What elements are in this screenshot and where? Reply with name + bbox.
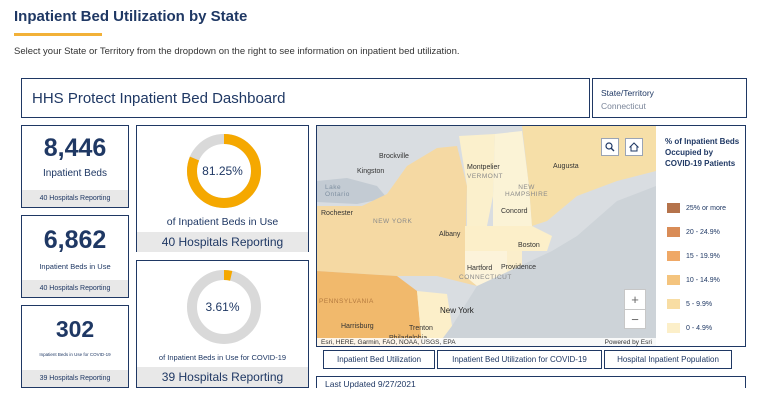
- stat-label: Inpatient Beds: [43, 168, 107, 179]
- stat-label: Inpatient Beds in Use: [39, 262, 111, 271]
- map-label-harrisburg: Harrisburg: [341, 323, 374, 330]
- tab-inpatient-bed-utilization[interactable]: Inpatient Bed Utilization: [323, 350, 435, 369]
- map-label-boston: Boston: [518, 242, 540, 249]
- region-pennsylvania: [317, 271, 422, 346]
- state-selector-label: State/Territory: [601, 88, 654, 98]
- stat-value: 8,446: [43, 134, 107, 162]
- map-attribution: Esri, HERE, Garmin, FAO, NOAA, USGS, EPA…: [317, 338, 656, 346]
- legend-label: 25% or more: [686, 204, 727, 212]
- dashboard-title: HHS Protect Inpatient Bed Dashboard: [32, 90, 286, 107]
- donut-label: of Inpatient Beds in Use: [166, 216, 279, 228]
- legend-swatch: [667, 323, 680, 333]
- dashboard-header: HHS Protect Inpatient Bed Dashboard: [21, 78, 590, 118]
- map-label-augusta: Augusta: [553, 163, 579, 170]
- map-label-new-york-city: New York: [440, 306, 474, 315]
- legend-label: 0 - 4.9%: [686, 324, 713, 332]
- legend-item: 15 - 19.9%: [667, 251, 720, 261]
- donut-label: of Inpatient Beds in Use for COVID-19: [158, 353, 287, 362]
- legend-item: 25% or more: [667, 203, 726, 213]
- legend-label: 15 - 19.9%: [686, 252, 720, 260]
- map-search-button[interactable]: [601, 138, 619, 156]
- attribution-sources: Esri, HERE, Garmin, FAO, NOAA, USGS, EPA: [321, 339, 456, 346]
- region-new-york: [317, 146, 477, 286]
- legend-swatch: [667, 299, 680, 309]
- stat-value: 302: [55, 316, 95, 342]
- region-vermont: [459, 134, 495, 226]
- map-legend: % of Inpatient Beds Occupied by COVID-19…: [657, 126, 745, 346]
- legend-item: 20 - 24.9%: [667, 227, 720, 237]
- ocean: [437, 186, 656, 346]
- stat-footer: 39 Hospitals Reporting: [22, 370, 128, 387]
- map-label-lake-ontario: Lake Ontario: [325, 184, 350, 198]
- page-title: Inpatient Bed Utilization by State: [14, 8, 248, 25]
- stat-card-beds-in-use: 6,862 Inpatient Beds in Use 40 Hospitals…: [21, 215, 129, 298]
- tab-inpatient-bed-utilization-covid[interactable]: Inpatient Bed Utilization for COVID-19: [437, 350, 602, 369]
- zoom-in-button[interactable]: +: [625, 290, 645, 310]
- zoom-out-button[interactable]: −: [631, 312, 639, 327]
- legend-label: 10 - 14.9%: [686, 276, 720, 284]
- map-label-albany: Albany: [439, 231, 461, 238]
- map-label-vermont: VERMONT: [467, 173, 503, 180]
- region-new-jersey: [417, 291, 452, 346]
- donut-card-beds-covid: 3.61% of Inpatient Beds in Use for COVID…: [136, 260, 309, 388]
- legend-swatch: [667, 275, 680, 285]
- map-label-rochester: Rochester: [321, 210, 353, 217]
- state-selector[interactable]: State/Territory Connecticut: [592, 78, 747, 118]
- attribution-powered-by[interactable]: Powered by Esri: [604, 339, 652, 346]
- map-label-new-hampshire: NEW HAMPSHIRE: [505, 184, 549, 198]
- stat-card-inpatient-beds: 8,446 Inpatient Beds 40 Hospitals Report…: [21, 125, 129, 208]
- map-label-trenton: Trenton: [409, 325, 433, 332]
- map-label-providence: Providence: [501, 264, 537, 271]
- legend-swatch: [667, 203, 680, 213]
- map-label-brockville: Brockville: [379, 153, 409, 160]
- stat-label: Inpatient Beds in Use for COVID-19: [39, 352, 111, 357]
- legend-label: 20 - 24.9%: [686, 228, 720, 236]
- legend-label: 5 - 9.9%: [686, 300, 713, 308]
- tab-hospital-inpatient-population[interactable]: Hospital Inpatient Population: [604, 350, 732, 369]
- map-label-hartford: Hartford: [467, 265, 493, 272]
- donut-chart: [187, 134, 261, 208]
- lake-ontario: [317, 178, 387, 204]
- donut-fill: [187, 134, 261, 208]
- legend-swatch: [667, 251, 680, 261]
- map-label-concord: Concord: [501, 208, 528, 215]
- region-massachusetts: [465, 226, 552, 251]
- zoom-control: + −: [624, 289, 646, 329]
- home-icon: [628, 142, 640, 152]
- legend-item: 10 - 14.9%: [667, 275, 720, 285]
- map-panel: Brockville Kingston Lake Ontario Rochest…: [316, 125, 746, 347]
- search-icon: [605, 142, 615, 152]
- map-label-montpelier: Montpelier: [467, 164, 500, 171]
- state-selector-value[interactable]: Connecticut: [601, 101, 646, 111]
- page-subtitle: Select your State or Territory from the …: [14, 46, 460, 57]
- donut-percent: 3.61%: [205, 300, 240, 314]
- map-home-button[interactable]: [625, 138, 643, 156]
- donut-fill: [187, 270, 261, 344]
- map-label-pennsylvania: PENNSYLVANIA: [319, 298, 374, 305]
- last-updated: Last Updated 9/27/2021: [316, 376, 746, 389]
- map-view[interactable]: Brockville Kingston Lake Ontario Rochest…: [317, 126, 656, 346]
- legend-item: 5 - 9.9%: [667, 299, 712, 309]
- map-regions: [317, 126, 656, 346]
- region-maine: [522, 126, 656, 226]
- donut-percent: 81.25%: [202, 164, 243, 178]
- title-underline: [14, 33, 102, 36]
- donut-footer: 39 Hospitals Reporting: [137, 367, 308, 387]
- map-label-connecticut: CONNECTICUT: [459, 274, 512, 281]
- stat-footer: 40 Hospitals Reporting: [22, 190, 128, 207]
- legend-swatch: [667, 227, 680, 237]
- donut-footer: 40 Hospitals Reporting: [137, 232, 308, 252]
- stat-card-beds-covid: 302 Inpatient Beds in Use for COVID-19 3…: [21, 305, 129, 388]
- map-label-kingston: Kingston: [357, 168, 385, 175]
- donut-chart: [187, 270, 261, 344]
- stat-value: 6,862: [43, 226, 107, 254]
- stat-footer: 40 Hospitals Reporting: [22, 280, 128, 297]
- donut-card-beds-in-use: 81.25% of Inpatient Beds in Use 40 Hospi…: [136, 125, 309, 252]
- region-new-hampshire: [493, 131, 532, 226]
- legend-title: % of Inpatient Beds Occupied by COVID-19…: [665, 137, 740, 168]
- map-label-new-york-state: NEW YORK: [373, 218, 413, 225]
- legend-item: 0 - 4.9%: [667, 323, 712, 333]
